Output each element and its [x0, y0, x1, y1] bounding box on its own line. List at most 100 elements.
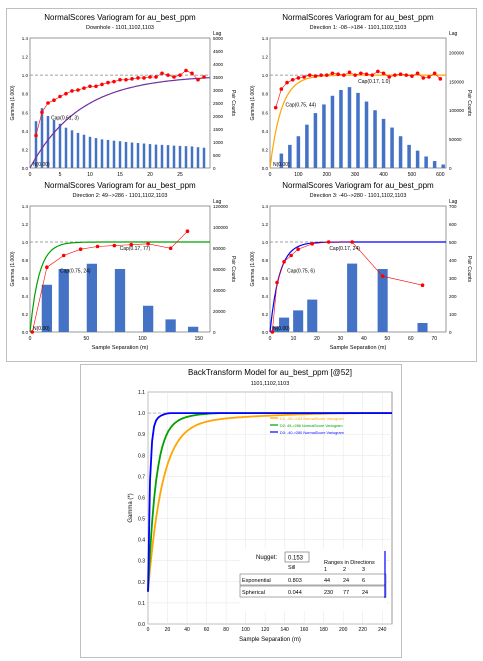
y-tick-label: 1.2 — [22, 222, 29, 227]
pair-count-bar — [94, 138, 98, 168]
pair-count-bar — [172, 145, 176, 168]
pair-count-bar — [106, 139, 110, 168]
pair-count-bar — [118, 141, 122, 168]
y-tick-label: 0.0 — [262, 166, 269, 171]
pair-count-bar — [41, 284, 53, 332]
chart-backtransform: BackTransform Model for au_best_ppm [@52… — [128, 368, 393, 643]
y-tick-label: 1.0 — [262, 240, 269, 245]
pair-count-bar — [415, 150, 420, 168]
experimental-point — [307, 73, 312, 77]
experimental-point — [118, 77, 122, 82]
direction-header: 3 — [362, 567, 365, 573]
y-tick-label: 0.0 — [22, 166, 29, 171]
y-tick-label: 0.2 — [22, 312, 29, 317]
y-tick-label: 0.4 — [22, 294, 29, 299]
x-tick-label: 500 — [408, 172, 417, 178]
y2-tick-label: 1500 — [213, 127, 224, 132]
experimental-point — [350, 240, 354, 244]
pair-count-bar — [347, 263, 358, 332]
experimental-point — [342, 73, 346, 77]
pair-count-bar — [202, 147, 206, 168]
y2-tick-label: 120000 — [213, 204, 229, 209]
experimental-point — [336, 72, 340, 77]
y-tick-label: 1.2 — [262, 222, 269, 227]
pair-count-bar — [190, 146, 194, 168]
y2-axis-label: Pair Counts — [230, 90, 236, 117]
annotation-label: N(0.00) — [33, 162, 50, 168]
lag-label: Lag — [449, 31, 458, 37]
y-tick-label: 0.0 — [138, 622, 145, 628]
experimental-point — [285, 80, 289, 85]
pair-count-bar — [390, 127, 394, 168]
chart-subtitle: Direction 2: 49-->286 - 1101,1102,1103 — [73, 193, 168, 199]
experimental-point — [421, 76, 426, 80]
ranges-header: Ranges in Directions — [324, 560, 375, 566]
y2-axis-label: Pair Counts — [230, 256, 236, 283]
experimental-point — [359, 71, 363, 76]
chart-title: NormalScores Variogram for au_best_ppm — [282, 13, 434, 22]
experimental-point — [202, 75, 206, 79]
y-tick-label: 0.6 — [262, 276, 269, 281]
table-cell-range-2: 24 — [343, 578, 349, 584]
pair-count-bar — [166, 145, 170, 168]
experimental-point — [370, 73, 374, 77]
y-tick-label: 0.4 — [22, 129, 29, 134]
y2-tick-label: 50000 — [449, 137, 462, 142]
experimental-point — [364, 72, 369, 77]
experimental-point — [172, 75, 176, 79]
pair-count-bar — [130, 142, 134, 168]
experimental-point — [184, 68, 188, 73]
model-curve — [269, 241, 446, 333]
x-tick-label: 60 — [408, 336, 414, 342]
y-axis-label: Gamma (1.000) — [10, 85, 16, 120]
pair-count-bar — [364, 101, 369, 168]
pair-count-bar — [381, 118, 386, 168]
y2-tick-label: 150000 — [449, 79, 465, 84]
pair-count-bar — [82, 134, 86, 168]
y2-axis-label: Pair Counts — [466, 256, 472, 283]
experimental-point — [404, 73, 409, 77]
experimental-point — [310, 242, 315, 246]
y2-tick-label: 4500 — [213, 49, 224, 54]
x-tick-label: 40 — [361, 336, 367, 342]
x-tick-label: 140 — [280, 627, 289, 633]
pair-count-bar — [339, 90, 343, 168]
annotation-label: N(0.00) — [273, 162, 290, 168]
experimental-point — [70, 89, 74, 93]
x-tick-label: 240 — [378, 627, 387, 633]
experimental-point — [296, 247, 300, 251]
table-cell-range-2: 77 — [343, 590, 349, 596]
annotation-label: Cap(0.75, 24) — [60, 269, 91, 275]
y-tick-label: 0.2 — [22, 147, 29, 152]
y-tick-label: 0.8 — [138, 453, 145, 459]
y2-tick-label: 5000 — [213, 36, 224, 41]
pair-count-bar — [88, 136, 92, 168]
y2-tick-label: 80000 — [213, 246, 226, 251]
experimental-point — [302, 75, 306, 79]
y-tick-label: 0.6 — [22, 110, 29, 115]
experimental-point — [313, 74, 318, 78]
experimental-point — [330, 71, 335, 76]
y-tick-label: 1.1 — [138, 390, 145, 396]
x-tick-label: 220 — [359, 627, 368, 633]
y2-tick-label: 20000 — [213, 309, 226, 314]
y-tick-label: 0.8 — [262, 258, 269, 263]
experimental-point — [387, 75, 392, 79]
x-tick-label: 15 — [117, 172, 123, 178]
x-tick-label: 5 — [59, 172, 62, 178]
pair-count-bar — [187, 326, 199, 332]
x-tick-label: 0 — [269, 172, 272, 178]
experimental-point — [275, 280, 279, 285]
x-tick-label: 0 — [269, 336, 272, 342]
y-tick-label: 0.3 — [138, 559, 145, 565]
chart-subtitle: Downhole - 1101,1102,1103 — [86, 25, 154, 31]
x-tick-label: 400 — [379, 172, 388, 178]
pair-count-bar — [288, 144, 292, 168]
experimental-point — [58, 94, 62, 99]
experimental-point — [64, 91, 68, 96]
experimental-point — [270, 330, 275, 334]
y-tick-label: 0.0 — [262, 330, 269, 335]
y2-tick-label: 4000 — [213, 62, 224, 67]
chart-downhole: NormalScores Variogram for au_best_ppm Do… — [10, 13, 236, 178]
pair-count-bar — [398, 136, 403, 168]
